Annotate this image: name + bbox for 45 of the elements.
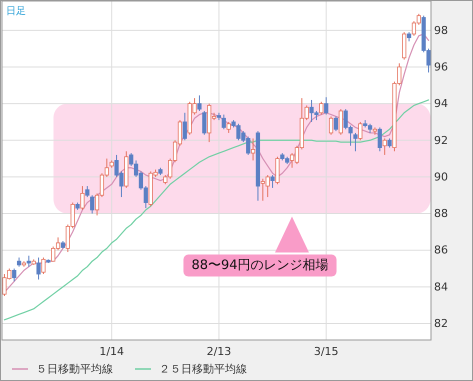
candlestick xyxy=(324,96,328,116)
candlestick xyxy=(334,116,338,132)
candlestick xyxy=(387,138,392,148)
candlestick xyxy=(12,268,16,282)
candlestick xyxy=(402,32,406,60)
y-tick-label: 98 xyxy=(434,24,448,37)
candlestick xyxy=(250,138,256,161)
candlestick xyxy=(270,174,275,188)
candlestick xyxy=(353,132,358,152)
x-tick-label: 3/15 xyxy=(314,345,339,358)
candlestick xyxy=(16,257,22,268)
candlestick xyxy=(275,156,280,185)
y-tick-label: 82 xyxy=(434,317,448,330)
candlestick xyxy=(378,126,382,152)
candlestick xyxy=(80,186,85,210)
candlestick xyxy=(358,121,362,141)
candlestick xyxy=(338,108,343,136)
y-tick-label: 86 xyxy=(434,244,448,257)
candlestick xyxy=(182,112,187,141)
y-tick-label: 88 xyxy=(434,207,448,220)
text: 日足 xyxy=(6,6,26,17)
x-tick-label: 1/14 xyxy=(99,345,124,358)
y-tick-label: 84 xyxy=(434,280,448,294)
candlestick xyxy=(382,138,387,156)
y-tick-label: 92 xyxy=(434,134,448,147)
x-tick-label: 2/13 xyxy=(206,345,232,358)
candlestick xyxy=(406,32,412,42)
candlestick xyxy=(197,94,202,112)
candlestick xyxy=(222,114,226,130)
candlestick xyxy=(36,257,41,280)
legend-label: ２５日移動平均線 xyxy=(159,362,247,376)
y-tick-label: 94 xyxy=(434,97,448,110)
legend-label: ５日移動平均線 xyxy=(36,362,113,376)
candlestick xyxy=(41,257,46,275)
candlestick xyxy=(226,121,231,134)
candlestick xyxy=(328,116,334,136)
line-series xyxy=(4,99,430,320)
candlestick xyxy=(85,186,90,198)
candlestick xyxy=(26,255,31,268)
y-tick-label: 96 xyxy=(434,60,448,74)
candlestick xyxy=(202,110,206,136)
candlestick xyxy=(90,194,94,214)
annotation: 88〜94円のレンジ相場 xyxy=(191,258,329,274)
y-tick-label: 90 xyxy=(434,170,448,184)
candlestick xyxy=(319,101,324,116)
